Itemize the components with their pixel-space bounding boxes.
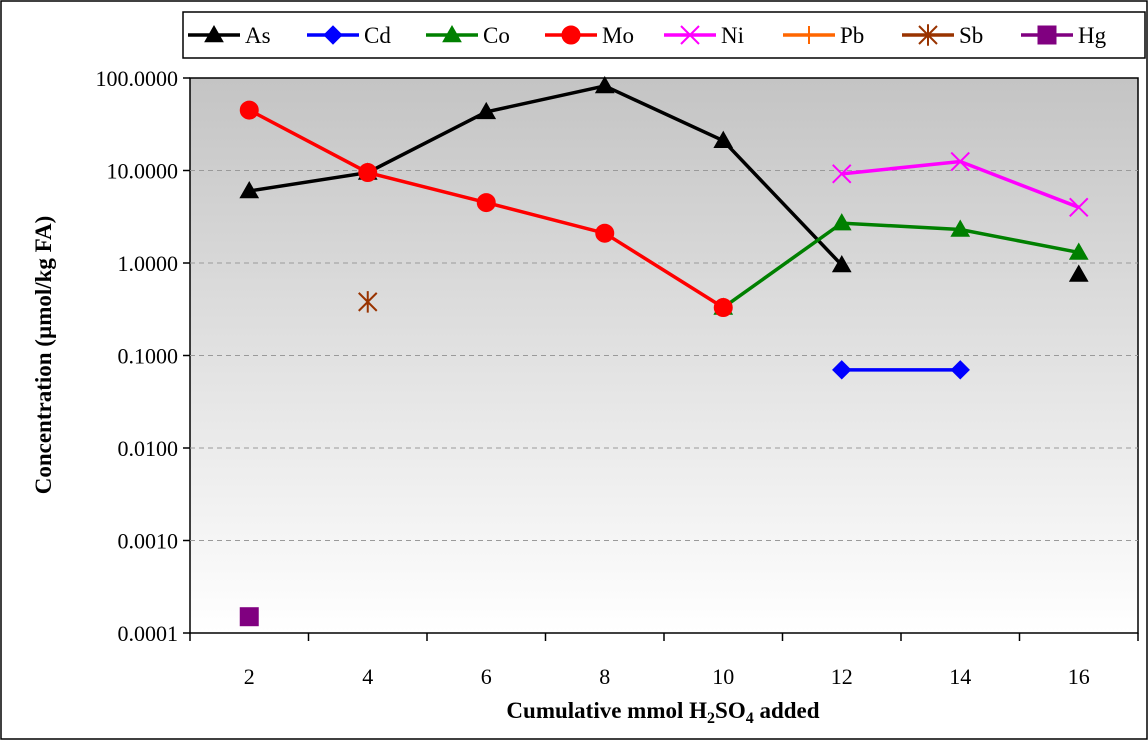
y-tick-label: 1.0000	[118, 251, 179, 276]
x-tick-label: 4	[362, 664, 373, 689]
legend-entry-cd: Cd	[307, 23, 391, 48]
x-axis-title: Cumulative mmol H2SO4 added	[506, 698, 819, 727]
data-point	[239, 100, 259, 120]
legend-entry-sb: Sb	[902, 23, 983, 48]
legend-entry-as: As	[188, 23, 271, 48]
data-point	[561, 25, 581, 45]
data-point	[476, 101, 497, 120]
y-tick-label: 100.0000	[96, 66, 179, 91]
data-point	[800, 26, 818, 44]
y-tick-label: 0.0100	[118, 436, 179, 461]
legend-entry-ni: Ni	[664, 23, 744, 48]
x-tick-label: 12	[831, 664, 853, 689]
series-cd	[832, 360, 970, 380]
y-tick-label: 0.0010	[118, 529, 179, 554]
y-axis-title: Concentration (µmol/kg FA)	[31, 216, 56, 495]
data-point	[680, 25, 700, 45]
series-sb	[358, 291, 378, 313]
data-point	[239, 607, 259, 627]
data-point	[831, 213, 852, 231]
legend-entry-hg: Hg	[1021, 23, 1107, 48]
legend-entry-mo: Mo	[545, 23, 634, 48]
gridlines	[190, 170, 1138, 541]
data-point	[832, 360, 852, 380]
legend-label: Cd	[364, 23, 391, 48]
x-tick-label: 10	[712, 664, 734, 689]
series-line	[248, 84, 844, 267]
series-ni	[832, 151, 1089, 218]
legend-label: Hg	[1078, 23, 1107, 48]
series-mo	[239, 100, 733, 318]
data-point	[594, 75, 615, 94]
data-point	[1068, 264, 1089, 282]
legend-entry-co: Co	[426, 23, 510, 48]
data-point	[442, 24, 462, 43]
data-point	[713, 298, 733, 318]
x-tick-label: 14	[949, 664, 971, 689]
data-point	[595, 223, 615, 243]
data-point	[1037, 25, 1057, 45]
data-point	[204, 24, 224, 43]
data-point	[713, 130, 734, 148]
legend-label: Pb	[840, 23, 864, 48]
series-group	[239, 75, 1089, 627]
data-point	[831, 255, 852, 273]
legend-label: As	[245, 23, 271, 48]
series-line	[722, 221, 1080, 309]
y-tick-label: 10.0000	[107, 159, 179, 184]
data-point	[950, 219, 971, 237]
series-hg	[239, 607, 259, 627]
data-point	[832, 164, 852, 184]
data-point	[950, 360, 970, 380]
data-point	[239, 181, 260, 199]
legend-label: Mo	[602, 23, 634, 48]
axes: 100.0000 10.0000 1.0000 0.1000 0.0100 0.0010 0…	[96, 66, 1139, 689]
data-point	[476, 193, 496, 213]
data-point	[323, 25, 343, 45]
x-tick-label: 8	[599, 664, 610, 689]
x-tick-label: 2	[244, 664, 255, 689]
data-point	[358, 163, 378, 183]
legend-label: Ni	[721, 23, 744, 48]
data-point	[950, 151, 970, 172]
legend-entry-pb: Pb	[783, 23, 864, 48]
legend: As Cd Co Mo Ni Pb Sb Hg	[182, 11, 1146, 59]
y-tick-label: 0.1000	[118, 344, 179, 369]
data-point	[1068, 242, 1089, 260]
legend-label: Sb	[959, 23, 983, 48]
legend-label: Co	[483, 23, 510, 48]
x-tick-label: 16	[1068, 664, 1090, 689]
data-point	[1069, 197, 1089, 218]
x-tick-label: 6	[481, 664, 492, 689]
y-tick-label: 0.0001	[118, 621, 179, 646]
data-point	[918, 24, 938, 46]
data-point	[358, 291, 378, 313]
